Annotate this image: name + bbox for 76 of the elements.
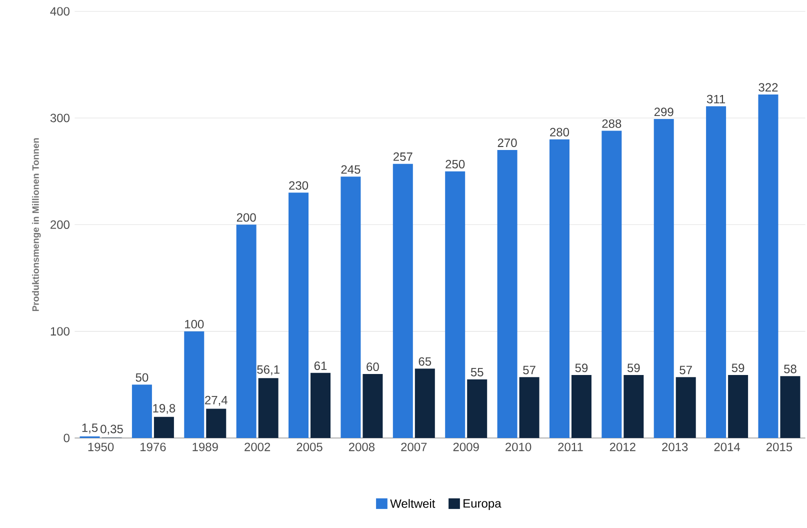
data-label: 1,5 — [82, 424, 98, 434]
data-label: 60 — [366, 362, 379, 372]
x-tick-label: 2009 — [453, 442, 479, 452]
legend-label: Europa — [464, 499, 502, 510]
bar — [654, 119, 674, 438]
bar — [414, 368, 435, 438]
data-label: 288 — [602, 119, 622, 128]
data-label: 65 — [418, 357, 432, 366]
data-label: 57 — [523, 366, 536, 374]
x-tick-label: 2010 — [506, 442, 532, 452]
bar — [519, 377, 540, 438]
legend-label: Weltweit — [390, 499, 436, 508]
y-tick-label: 300 — [50, 114, 70, 122]
bar — [392, 164, 413, 438]
data-label: 56,1 — [257, 365, 280, 376]
bar — [728, 375, 748, 438]
data-label: 50 — [136, 373, 148, 382]
data-label: 280 — [550, 128, 570, 136]
x-tick-label: 2014 — [714, 442, 740, 452]
y-tick-label: 400 — [50, 7, 70, 16]
data-label: 230 — [289, 181, 308, 190]
x-tick-label: 2005 — [296, 442, 322, 452]
y-axis-title: Produktionsmenge in Millionen Tonnen — [32, 138, 41, 312]
x-tick-label: 2008 — [348, 442, 375, 452]
bar — [602, 130, 622, 438]
bar — [258, 378, 278, 438]
data-label: 270 — [498, 138, 517, 148]
data-label: 311 — [706, 94, 726, 104]
data-label: 299 — [654, 108, 674, 116]
y-tick-label: 100 — [50, 327, 70, 336]
data-label: 19,8 — [153, 404, 176, 414]
x-tick-label: 2015 — [766, 442, 792, 452]
bar — [206, 408, 226, 438]
data-label: 100 — [185, 320, 204, 328]
x-tick-label: 2013 — [662, 442, 688, 452]
data-label: 27,4 — [205, 396, 228, 406]
x-tick-label: 2012 — [610, 442, 636, 452]
bar — [288, 192, 309, 438]
bar — [497, 150, 518, 438]
bar — [184, 331, 204, 438]
data-label: 57 — [680, 366, 692, 374]
data-label: 0,35 — [100, 424, 123, 435]
bar — [706, 106, 726, 438]
data-label: 245 — [341, 165, 360, 174]
y-tick-label: 0 — [64, 434, 70, 442]
data-label: 58 — [784, 364, 796, 374]
x-tick-label: 1950 — [88, 442, 114, 452]
data-label: 61 — [314, 361, 327, 370]
x-tick-label: 2007 — [401, 442, 427, 452]
bar — [571, 375, 592, 438]
data-label: 55 — [470, 368, 484, 376]
bar — [467, 379, 488, 438]
bar — [549, 139, 570, 438]
x-tick-label: 1989 — [192, 442, 218, 452]
bar — [780, 376, 800, 438]
data-label: 59 — [732, 364, 744, 372]
bar — [236, 224, 256, 438]
bar — [310, 372, 331, 438]
data-label: 322 — [758, 83, 778, 92]
data-label: 257 — [394, 152, 412, 161]
bar — [362, 374, 383, 438]
bar — [676, 377, 696, 438]
y-tick-label: 200 — [50, 220, 70, 229]
x-tick-label: 2002 — [244, 442, 270, 452]
bar — [154, 416, 174, 438]
data-label: 250 — [446, 160, 465, 168]
bar — [132, 384, 152, 438]
bar — [445, 171, 466, 438]
data-label: 200 — [236, 213, 256, 222]
bar — [340, 176, 361, 438]
x-tick-label: 1976 — [140, 442, 166, 452]
bar — [758, 94, 778, 438]
data-label: 59 — [575, 364, 588, 372]
data-label: 59 — [627, 364, 640, 372]
x-tick-label: 2011 — [558, 442, 583, 452]
bar — [624, 375, 644, 438]
